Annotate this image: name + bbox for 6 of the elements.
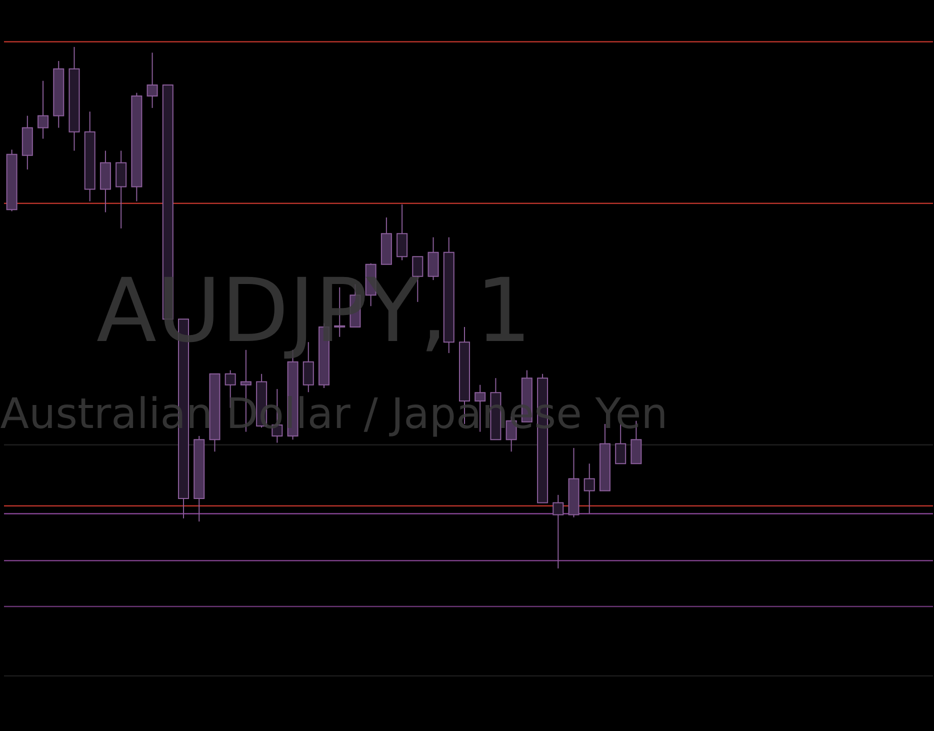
candlestick <box>38 80 49 140</box>
candlestick <box>584 463 595 514</box>
candlestick <box>116 150 127 229</box>
candlestick <box>396 204 408 261</box>
candlestick <box>146 52 158 108</box>
candlestick <box>552 494 564 569</box>
